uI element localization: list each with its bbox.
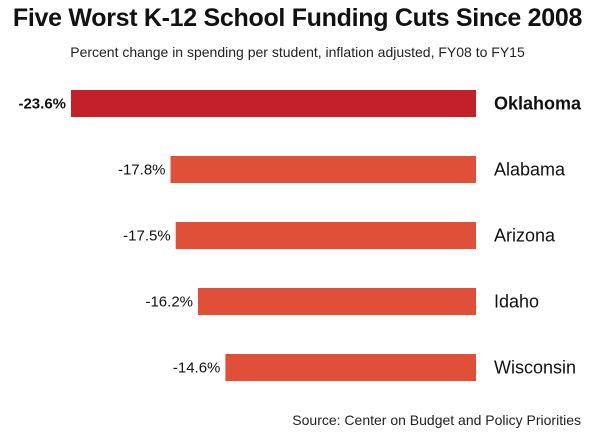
value-label-arizona: -17.5% — [123, 228, 171, 245]
bar-wisconsin — [225, 354, 476, 381]
bar-arizona — [175, 222, 476, 249]
chart-title: Five Worst K-12 School Funding Cuts Sinc… — [12, 4, 583, 32]
category-label-alabama: Alabama — [494, 160, 566, 180]
category-label-idaho: Idaho — [494, 292, 539, 312]
category-label-oklahoma: Oklahoma — [494, 94, 582, 114]
bar-alabama — [170, 156, 476, 183]
source-note: Source: Center on Budget and Policy Prio… — [292, 412, 581, 428]
value-label-wisconsin: -14.6% — [173, 360, 221, 377]
category-label-arizona: Arizona — [494, 226, 556, 246]
bar-idaho — [198, 288, 476, 315]
value-label-idaho: -16.2% — [145, 294, 193, 311]
value-label-oklahoma: -23.6% — [18, 96, 66, 113]
chart-subtitle: Percent change in spending per student, … — [70, 44, 525, 60]
category-label-wisconsin: Wisconsin — [494, 358, 576, 378]
bar-oklahoma — [71, 90, 476, 117]
value-label-alabama: -17.8% — [118, 162, 166, 179]
